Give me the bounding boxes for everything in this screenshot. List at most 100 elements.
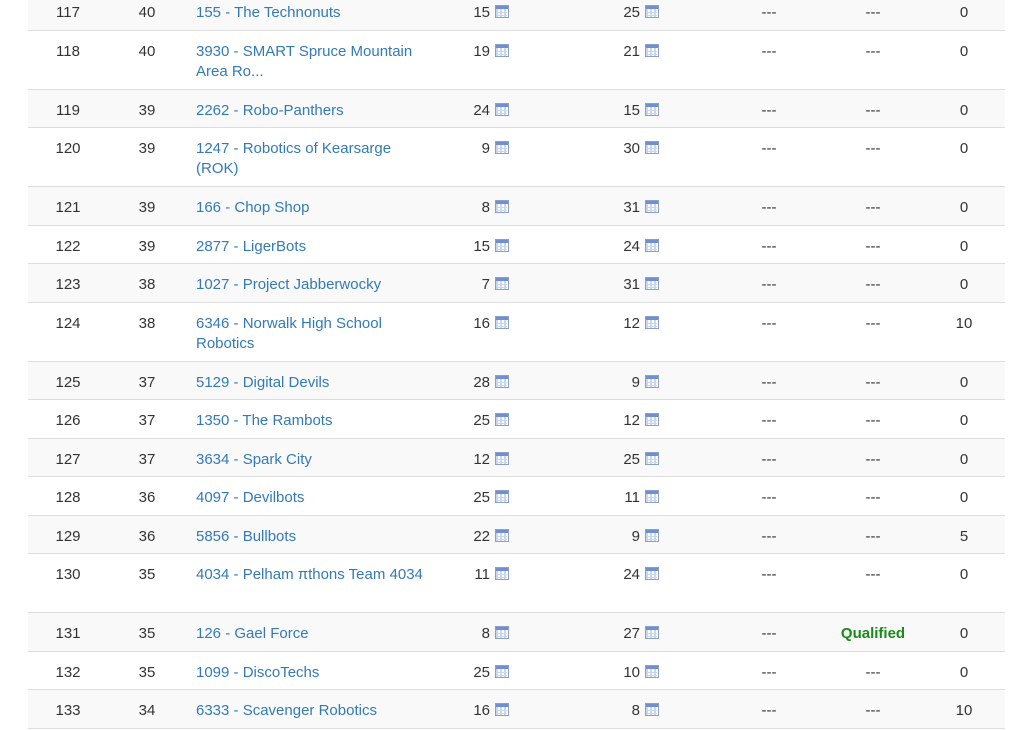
team-link[interactable]: 4034 - Pelham πthons Team 4034 (196, 566, 423, 583)
calendar-icon[interactable] (495, 567, 509, 580)
status-cell: --- (761, 101, 777, 119)
points-cell: 0 (959, 237, 969, 255)
value1-cell: 24 (473, 101, 490, 119)
team-link[interactable]: 2262 - Robo-Panthers (196, 101, 344, 119)
value2-cell: 24 (623, 237, 640, 255)
calendar-icon[interactable] (645, 626, 659, 639)
calendar-icon[interactable] (645, 43, 659, 57)
calendar-icon[interactable] (495, 664, 509, 678)
qualified-badge: Qualified (840, 625, 906, 642)
rank-cell: 126 (55, 412, 81, 429)
calendar-icon[interactable] (495, 413, 509, 426)
value1-cell: 8 (481, 199, 490, 216)
team-link[interactable]: 3930 - SMART Spruce Mountain Area Ro... (196, 42, 413, 80)
score-cell: 34 (138, 702, 156, 719)
score-cell: 35 (138, 663, 156, 681)
team-link[interactable]: 1027 - Project Jabberwocky (196, 276, 382, 293)
calendar-icon[interactable] (645, 664, 659, 678)
team-link[interactable]: 155 - The Technonuts (196, 4, 341, 21)
calendar-icon[interactable] (495, 451, 509, 465)
status-cell: --- (761, 625, 777, 642)
calendar-icon[interactable] (645, 528, 659, 542)
status-cell: --- (761, 527, 777, 545)
value2-cell: 8 (631, 702, 640, 719)
team-link[interactable]: 166 - Chop Shop (196, 199, 310, 216)
table-row: 130 35 4034 - Pelham πthons Team 4034 11 24 -… (28, 554, 1005, 613)
calendar-icon[interactable] (495, 626, 509, 639)
team-link[interactable]: 6346 - Norwalk High School Robotics (196, 314, 382, 352)
value1-cell: 16 (473, 702, 490, 719)
status-cell: --- (865, 4, 881, 21)
rank-cell: 121 (55, 199, 81, 216)
rank-cell: 119 (56, 101, 80, 119)
team-link[interactable]: 4097 - Devilbots (196, 489, 305, 506)
points-cell: 10 (955, 314, 973, 332)
calendar-icon[interactable] (495, 703, 509, 716)
team-link[interactable]: 5129 - Digital Devils (196, 373, 330, 391)
team-link[interactable]: 3634 - Spark City (196, 450, 312, 468)
calendar-icon[interactable] (645, 374, 659, 388)
calendar-icon[interactable] (645, 703, 659, 716)
team-link[interactable]: 1350 - The Rambots (196, 412, 333, 429)
status-cell: --- (761, 566, 777, 583)
points-cell: 10 (955, 702, 973, 719)
table-row: 125 37 5129 - Digital Devils 28 9 --- --- 0 (28, 361, 1005, 400)
status-cell: --- (761, 199, 777, 216)
team-link[interactable]: 126 - Gael Force (196, 625, 309, 642)
calendar-icon[interactable] (645, 5, 659, 18)
table-row: 131 35 126 - Gael Force 8 27 --- Qualified 0 (28, 613, 1005, 652)
calendar-icon[interactable] (495, 277, 509, 290)
calendar-icon[interactable] (645, 277, 659, 290)
points-cell: 0 (959, 663, 969, 681)
value2-cell: 10 (623, 663, 640, 681)
team-link[interactable]: 2877 - LigerBots (196, 237, 307, 255)
calendar-icon[interactable] (645, 413, 659, 426)
status-cell: --- (761, 140, 777, 157)
points-cell: 5 (959, 527, 969, 545)
value1-cell: 8 (481, 625, 490, 642)
table-row: 122 39 2877 - LigerBots 15 24 --- --- 0 (28, 225, 1005, 264)
value1-cell: 28 (473, 373, 490, 391)
points-cell: 0 (959, 373, 969, 391)
calendar-icon[interactable] (645, 567, 659, 580)
rank-cell: 132 (55, 663, 81, 681)
calendar-icon[interactable] (495, 200, 509, 213)
status-cell: --- (761, 412, 777, 429)
score-cell: 38 (138, 314, 156, 332)
status-cell: --- (865, 527, 881, 545)
team-link[interactable]: 5856 - Bullbots (196, 527, 297, 545)
status-cell: --- (865, 101, 881, 119)
calendar-icon[interactable] (645, 451, 659, 465)
value1-cell: 7 (481, 276, 490, 293)
team-link[interactable]: 1247 - Robotics of Kearsarge (ROK) (196, 140, 392, 177)
calendar-icon[interactable] (645, 238, 659, 252)
points-cell: 0 (959, 412, 969, 429)
calendar-icon[interactable] (645, 490, 659, 503)
calendar-icon[interactable] (495, 490, 509, 503)
team-link[interactable]: 1099 - DiscoTechs (196, 663, 320, 681)
calendar-icon[interactable] (645, 200, 659, 213)
calendar-icon[interactable] (495, 102, 509, 116)
value2-cell: 21 (623, 42, 640, 60)
points-cell: 0 (959, 625, 969, 642)
calendar-icon[interactable] (645, 102, 659, 116)
score-cell: 39 (138, 140, 156, 157)
points-cell: 0 (959, 140, 969, 157)
calendar-icon[interactable] (495, 528, 509, 542)
status-cell: --- (761, 42, 777, 60)
calendar-icon[interactable] (645, 315, 659, 329)
calendar-icon[interactable] (495, 315, 509, 329)
team-link[interactable]: 6333 - Scavenger Robotics (196, 702, 377, 719)
calendar-icon[interactable] (495, 5, 509, 18)
calendar-icon[interactable] (495, 238, 509, 252)
calendar-icon[interactable] (495, 374, 509, 388)
value2-cell: 15 (623, 101, 640, 119)
score-cell: 39 (138, 101, 156, 119)
value2-cell: 11 (624, 489, 640, 506)
score-cell: 39 (138, 199, 156, 216)
calendar-icon[interactable] (495, 43, 509, 57)
value2-cell: 24 (623, 566, 640, 583)
value1-cell: 25 (473, 489, 490, 506)
calendar-icon[interactable] (645, 141, 659, 154)
calendar-icon[interactable] (495, 141, 509, 154)
